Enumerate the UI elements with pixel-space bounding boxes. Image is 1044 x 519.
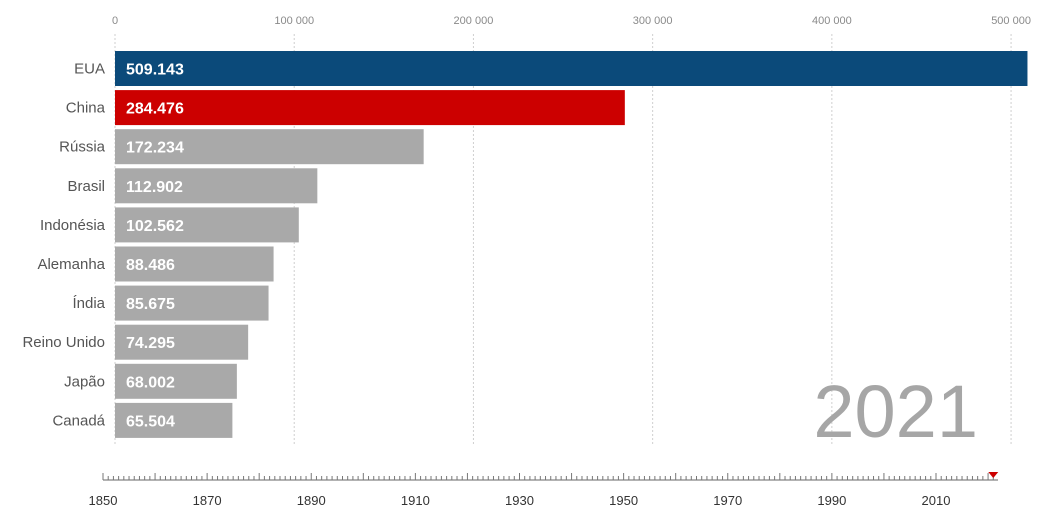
bar-row: China 284.476 (66, 90, 625, 126)
category-label: Rússia (59, 139, 106, 156)
category-label: Brasil (67, 178, 105, 195)
bar-row: Indonésia 102.562 (40, 207, 299, 243)
x-tick-label: 200 000 (454, 15, 494, 27)
bar (115, 207, 299, 243)
x-axis-ticks: 0 100 000 200 000 300 000 400 000 500 000 (112, 15, 1031, 27)
bar-value-label: 65.504 (126, 413, 175, 430)
x-tick-label: 500 000 (991, 15, 1031, 27)
x-tick-label: 300 000 (633, 15, 673, 27)
x-tick-label: 400 000 (812, 15, 852, 27)
bar-value-label: 68.002 (126, 374, 175, 391)
bar (115, 402, 233, 438)
bar (115, 285, 269, 321)
bar-value-label: 112.902 (126, 179, 183, 196)
category-label: Alemanha (37, 256, 105, 273)
timeline-slider[interactable]: 1850 1870 1890 1910 1930 1950 1970 1990 2010 (89, 472, 999, 508)
category-label: Reino Unido (22, 334, 105, 351)
bar-value-label: 85.675 (126, 296, 175, 313)
timeline-year-label: 1970 (713, 493, 742, 508)
timeline-year-label: 1930 (505, 493, 534, 508)
bar-value-label: 102.562 (126, 218, 184, 235)
timeline-year-label: 1890 (297, 493, 326, 508)
bars: EUA 509.143 China 284.476 Rússia 172.234 Brasi… (22, 51, 1028, 438)
current-year-label: 2021 (813, 370, 978, 453)
timeline-year-label: 1850 (89, 493, 118, 508)
timeline-year-label: 1990 (817, 493, 846, 508)
timeline-year-label: 1950 (609, 493, 638, 508)
category-label: EUA (74, 61, 105, 78)
bar-row: Reino Unido 74.295 (22, 324, 249, 360)
timeline-year-label: 2010 (922, 493, 951, 508)
bar-row: Brasil 112.902 (67, 168, 318, 204)
bar-value-label: 74.295 (126, 335, 175, 352)
timeline-marker-icon[interactable] (988, 472, 999, 478)
category-label: Japão (64, 373, 105, 390)
bar-value-label: 509.143 (126, 62, 184, 79)
bar-row: EUA 509.143 (74, 51, 1028, 86)
bar (115, 246, 274, 282)
bar-value-label: 172.234 (126, 140, 184, 157)
timeline-year-label: 1910 (401, 493, 430, 508)
bar (115, 129, 424, 165)
bar-row: Canadá 65.504 (52, 402, 233, 438)
bar (115, 51, 1028, 86)
category-label: Índia (72, 295, 105, 312)
bar-row: Japão 68.002 (64, 363, 237, 399)
bar (115, 324, 249, 360)
bar-value-label: 88.486 (126, 257, 175, 274)
timeline-year-label: 1870 (193, 493, 222, 508)
bar (115, 168, 318, 204)
category-label: Canadá (52, 412, 105, 429)
x-tick-label: 0 (112, 15, 118, 27)
x-tick-label: 100 000 (274, 15, 314, 27)
bar-row: Índia 85.675 (72, 285, 269, 321)
category-label: Indonésia (40, 217, 106, 234)
bar-row: Alemanha 88.486 (37, 246, 274, 282)
category-label: China (66, 100, 106, 117)
bar-value-label: 284.476 (126, 101, 184, 118)
bar (115, 363, 237, 399)
bar (115, 90, 625, 126)
bar-row: Rússia 172.234 (59, 129, 424, 165)
